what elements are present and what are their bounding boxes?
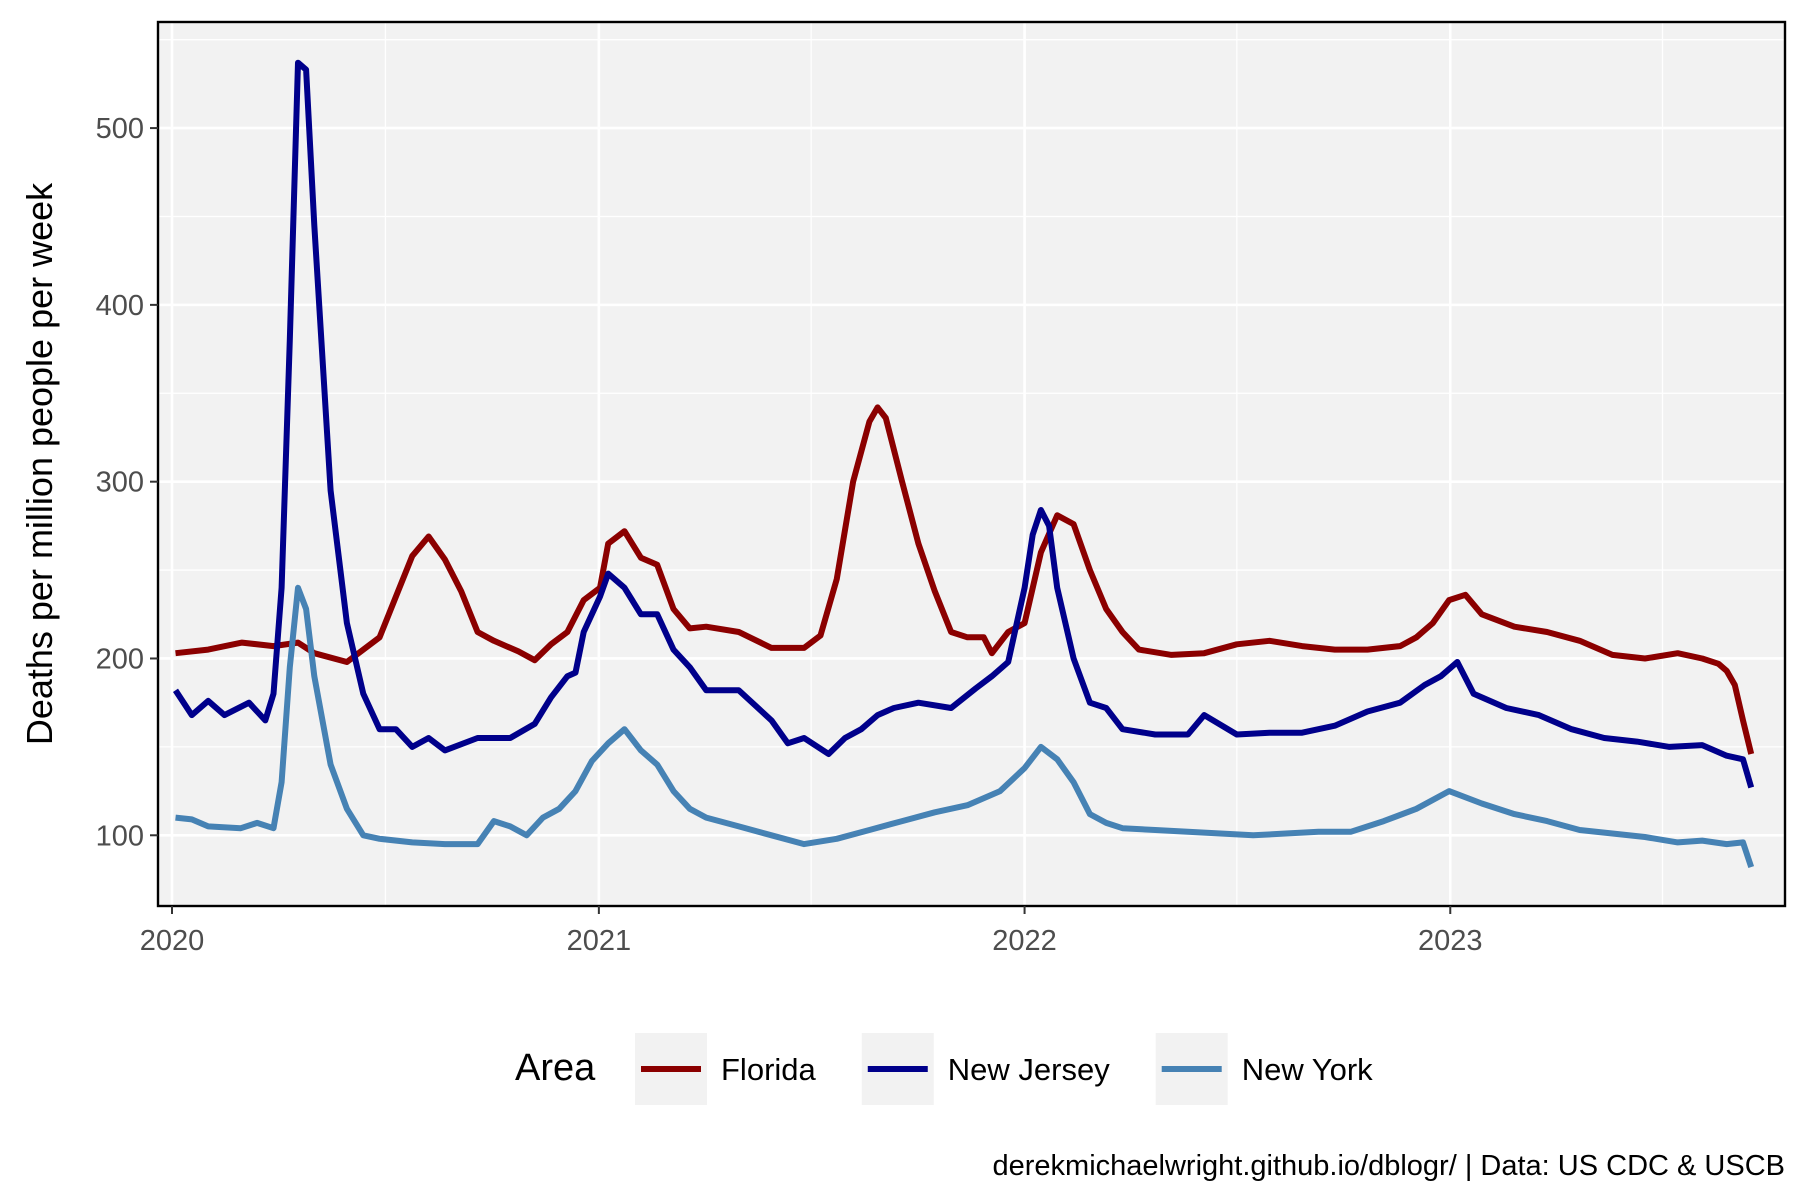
x-tick-label: 2020 [140,925,205,957]
caption: derekmichaelwright.github.io/dblogr/ | D… [993,1150,1785,1182]
series-layer [172,59,1755,869]
y-tick-label: 400 [96,290,144,322]
y-tick-label: 200 [96,643,144,675]
legend-title: Area [515,1047,596,1089]
legend-label-new-york: New York [1242,1052,1373,1087]
legend-label-florida: Florida [721,1052,817,1087]
axis-ticks: 100 200 300 400 500 2020 2021 2022 2023 [96,113,1483,957]
x-tick-label: 2022 [992,925,1057,957]
series-line-new-jersey [172,59,1755,789]
y-tick-label: 500 [96,113,144,145]
plot-panel [158,22,1785,906]
y-tick-label: 300 [96,467,144,499]
series-line-florida [175,404,1755,755]
legend-label-new-jersey: New Jersey [948,1052,1110,1087]
grid [158,22,1785,906]
y-axis-title: Deaths per million people per week [19,182,60,745]
x-tick-label: 2021 [567,925,632,957]
legend: Area Florida New Jersey New York [515,1033,1373,1105]
plot-border [156,20,1787,908]
series-line-new-york [175,584,1755,869]
y-tick-label: 100 [96,820,144,852]
x-tick-label: 2023 [1418,925,1483,957]
